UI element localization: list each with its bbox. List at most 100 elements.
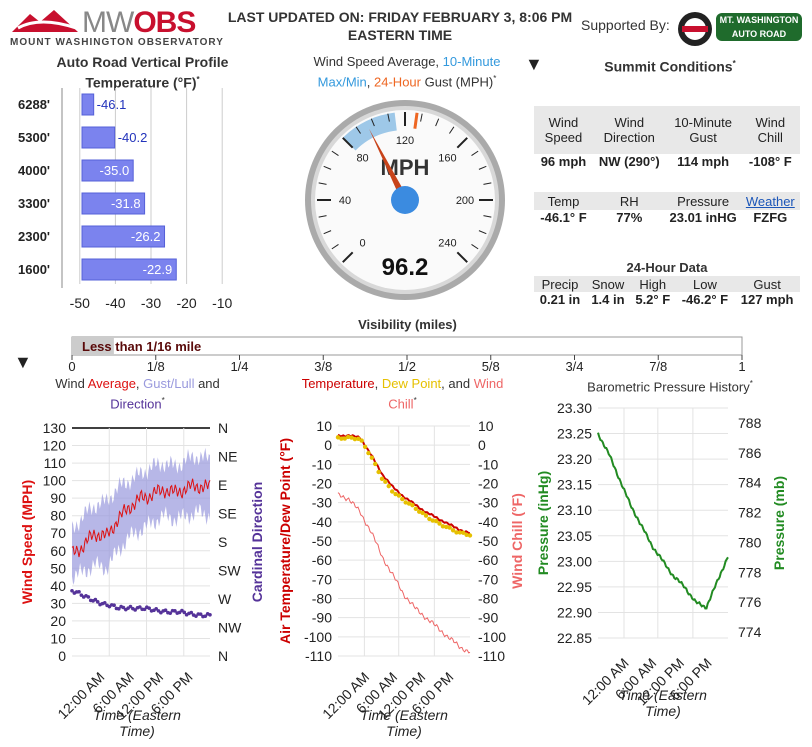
wind-direction-point (194, 614, 198, 618)
auto-road-profile-chart: -50 -40 -30 -20 -10 6288' -46.1 5300' -40.2 4000'… (18, 88, 233, 311)
wind-direction-point (173, 609, 177, 613)
wind-ytick-label: 70 (50, 525, 66, 541)
pressure-xlabel-2: Time) (645, 703, 681, 719)
wind-ytick-label: 30 (50, 595, 66, 611)
visibility-tick-label: 3/8 (314, 359, 332, 374)
pressure-y2tick-label: 776 (738, 594, 762, 610)
logo-wordmark[interactable]: MWOBS (82, 6, 196, 40)
val-wind-chill: -108° F (748, 154, 792, 169)
pressure-history-title: Barometric Pressure History* (555, 375, 785, 395)
gauge-tick (342, 137, 354, 149)
profile-bar (81, 93, 95, 116)
pressure-ytick-label: 22.90 (557, 604, 592, 620)
summit-row2-headers: Temp RH Pressure Weather (534, 192, 800, 210)
data24-values: 0.21 in 1.4 in 5.2° F -46.2° F 127 mph (534, 292, 800, 307)
temp-dewpoint-point (356, 436, 361, 441)
visibility-tick-label: 3/4 (565, 359, 583, 374)
pressure-line (597, 432, 729, 610)
wind-gauge-title: Wind Speed Average, 10-Minute Max/Min, 2… (272, 53, 542, 90)
gauge-tick-label: 0 (360, 237, 366, 249)
temp-ytick-label: -50 (312, 533, 332, 549)
temp-dewpoint-point (379, 476, 385, 482)
wind-direction-point (86, 595, 91, 599)
weather-link[interactable]: Weather (740, 192, 800, 210)
temp-dewpoint-point (342, 436, 347, 441)
last-updated-line1: LAST UPDATED ON: FRIDAY FEBRUARY 3, 8:06… (227, 9, 573, 25)
profile-value-label: -26.2 (131, 229, 161, 244)
temp-dewpoint-point (447, 525, 452, 530)
temp-y2tick-label: -30 (478, 495, 498, 511)
th-title-a: Temperature (301, 376, 375, 391)
visibility-tick-label: 1 (738, 359, 745, 374)
info-asterisk[interactable]: * (732, 59, 736, 68)
info-asterisk[interactable]: * (196, 75, 200, 84)
temp-dewpoint-point (366, 450, 371, 456)
visibility-tick-label: 1/4 (230, 359, 248, 374)
auto-road-title: Auto Road Vertical Profile Temperature (… (30, 53, 255, 92)
wind-direction-point (168, 611, 173, 615)
temp-dewpoint-point (396, 493, 402, 498)
temp-y2tick-label: -10 (478, 456, 498, 472)
sponsor-badge[interactable]: MT. WASHINGTON AUTO ROAD (716, 13, 802, 41)
hdr-snow: Snow (586, 276, 630, 292)
wind-direction-point (112, 603, 116, 608)
temp-dewpoint-point (427, 516, 432, 522)
profile-elevation-label: 4000' (18, 163, 50, 178)
temp-dewpoint-point (467, 533, 473, 538)
gauge-tick (483, 215, 492, 218)
profile-xtick-label: -40 (105, 295, 125, 311)
data24-headers: Precip Snow High Low Gust (534, 276, 800, 292)
temp-y2tick-label: 10 (478, 418, 494, 434)
info-asterisk[interactable]: * (161, 396, 165, 405)
wind-xlabel-1: Time (Eastern (93, 707, 181, 723)
pressure-ylabel: Pressure (inHg) (535, 471, 551, 575)
temp-ytick-label: -30 (312, 495, 332, 511)
profile-elevation-label: 6288' (18, 97, 50, 112)
pressure-ytick-label: 23.00 (557, 553, 592, 569)
summit-title: Summit Conditions* (560, 55, 780, 76)
temp-dewpoint-point (454, 530, 459, 535)
gauge-tick (323, 230, 332, 235)
gauge-tick (478, 165, 487, 170)
profile-value-label: -40.2 (118, 130, 148, 145)
wind-collapse-arrow[interactable]: ▼ (14, 352, 32, 372)
wind-ytick-label: 40 (50, 578, 66, 594)
auto-road-title-text: Temperature (°F) (85, 74, 197, 91)
temp-dewpoint-point (444, 524, 449, 530)
hdr-wind-chill: Wind Chill (740, 106, 800, 154)
temp-dewpoint-point (335, 435, 341, 440)
temp-ytick-label: -90 (312, 610, 332, 626)
gauge-tick (420, 113, 423, 122)
val-rh: 77% (616, 210, 643, 225)
wind-history-title-line1: Wind Average, Gust/Lull and (30, 375, 245, 392)
pressure-ytick-label: 22.95 (557, 579, 592, 595)
summit-collapse-arrow[interactable]: ▼ (525, 54, 543, 74)
val-gust: 127 mph (740, 292, 794, 307)
gauge-tick (471, 150, 479, 156)
info-asterisk[interactable]: * (413, 396, 417, 405)
val-temp: -46.1° F (540, 210, 587, 225)
info-asterisk[interactable]: * (493, 74, 497, 83)
pressure-ytick-label: 23.20 (557, 451, 592, 467)
temp-ytick-label: -100 (304, 629, 332, 645)
wind-ytick-label: 100 (43, 473, 67, 489)
wind-direction-point (208, 612, 212, 617)
temp-dewpoint-point (359, 438, 364, 443)
info-asterisk[interactable]: * (749, 379, 753, 388)
wind-ytick-label: 0 (58, 648, 66, 664)
temp-y2tick-label: -50 (478, 533, 498, 549)
gauge-tick (456, 137, 468, 149)
pressure-y2label: Pressure (mb) (771, 476, 787, 570)
mwobs-logo-swoosh[interactable] (10, 6, 80, 36)
temp-history-title-line2: Chill* (280, 392, 525, 412)
wind-direction-point (154, 607, 159, 611)
temp-y2tick-label: -90 (478, 610, 498, 626)
wind-direction-point (77, 589, 81, 594)
gauge-tick (323, 165, 332, 170)
temp-y2tick-label: -20 (478, 476, 498, 492)
gauge-tick-label: 240 (438, 237, 456, 249)
visibility-value-label: Less than 1/16 mile (82, 339, 201, 354)
sponsor-gear-logo-icon[interactable] (676, 10, 714, 48)
temp-dewpoint-point (383, 479, 388, 484)
visibility-tick-label: 0 (68, 359, 75, 374)
